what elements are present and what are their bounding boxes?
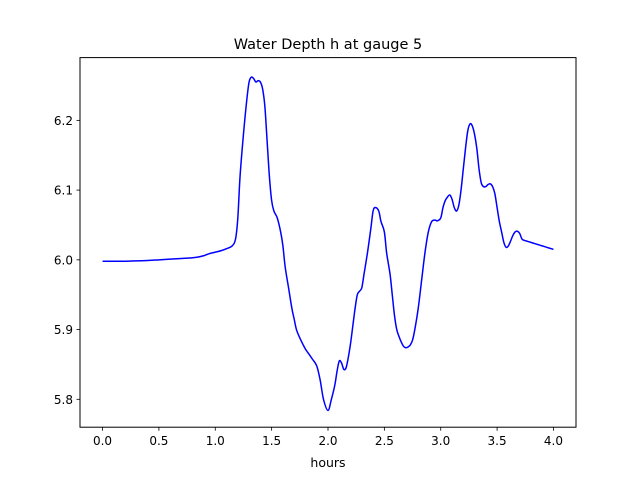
y-tick-label: 6.1: [54, 184, 73, 198]
plot-layer: [102, 76, 554, 412]
x-tick-label: 2.0: [318, 434, 337, 448]
y-tick-label: 5.8: [54, 393, 73, 407]
x-tick-label: 0.0: [93, 434, 112, 448]
x-tick-label: 3.0: [431, 434, 450, 448]
chart-title: Water Depth h at gauge 5: [234, 37, 422, 53]
x-tick-label: 3.5: [488, 434, 507, 448]
x-tick-label: 0.5: [149, 434, 168, 448]
x-tick-label: 1.0: [206, 434, 225, 448]
series-line: [102, 76, 554, 412]
x-tick-label: 2.5: [375, 434, 394, 448]
x-tick-label: 1.5: [262, 434, 281, 448]
y-tick-label: 5.9: [54, 323, 73, 337]
x-tick-label: 4.0: [544, 434, 563, 448]
y-tick-label: 6.0: [54, 253, 73, 267]
x-axis-label: hours: [310, 455, 345, 470]
y-axis: 5.8 5.9 6.0 6.1 6.2: [54, 114, 80, 407]
y-tick-label: 6.2: [54, 114, 73, 128]
x-axis: 0.0 0.5 1.0 1.5 2.0 2.5 3.0 3.5 4.0: [93, 427, 563, 448]
